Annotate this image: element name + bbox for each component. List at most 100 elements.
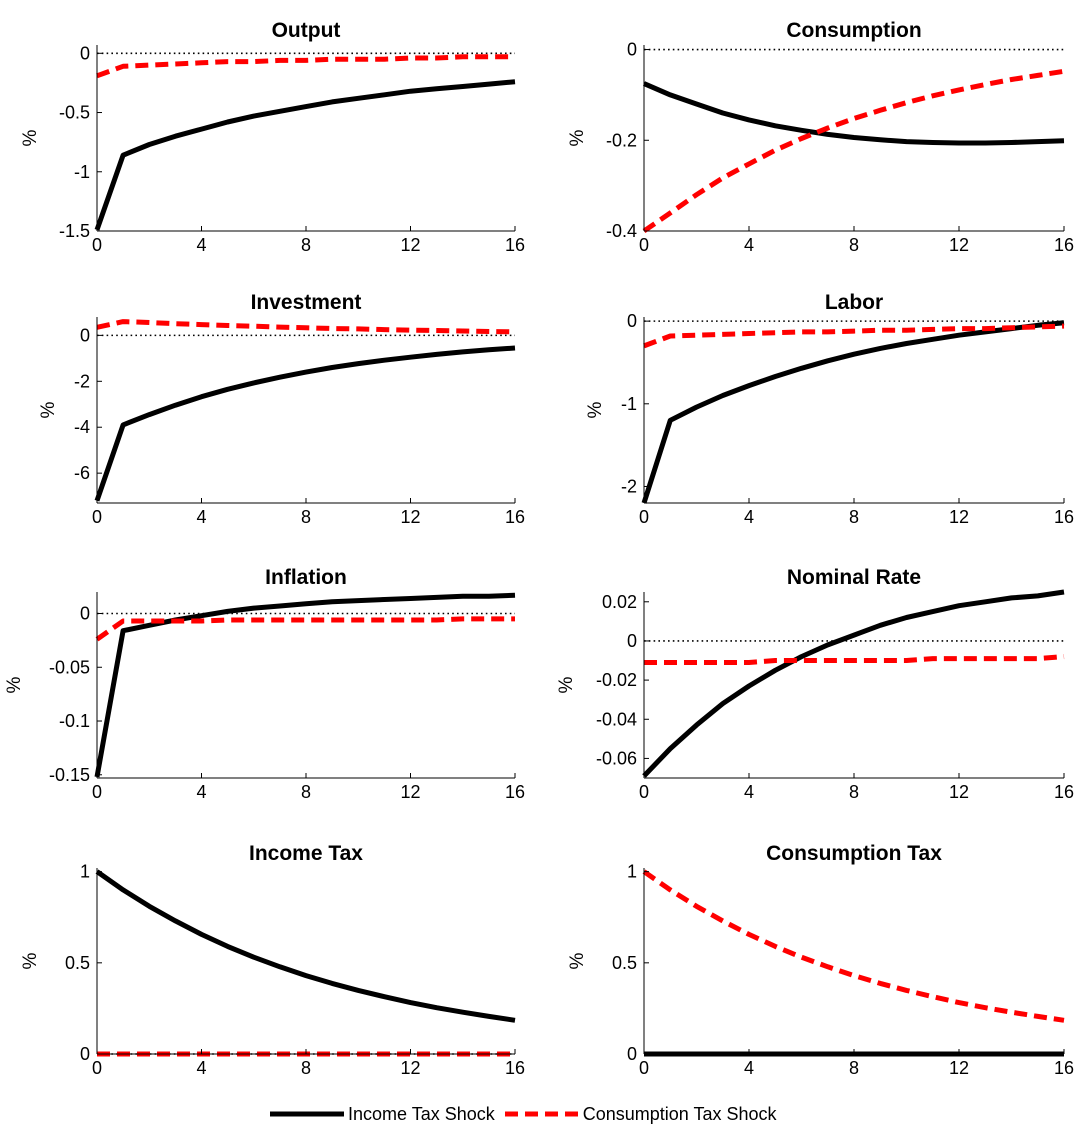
panel-title: Consumption (786, 19, 921, 42)
y-tick-label: -0.1 (59, 711, 90, 731)
x-tick-label: 4 (196, 782, 206, 802)
y-axis-label: % (567, 952, 588, 969)
series-line-income-tax-shock (641, 320, 1065, 504)
x-tick-label: 12 (949, 782, 969, 802)
x-tick-label: 0 (92, 1058, 102, 1078)
y-tick-label: -0.2 (606, 130, 637, 150)
x-tick-label: 4 (744, 235, 754, 255)
y-tick-label: 0 (627, 40, 637, 60)
x-tick-label: 4 (744, 507, 754, 527)
x-tick-label: 16 (505, 782, 525, 802)
y-axis-label: % (38, 401, 59, 418)
panel-4: Labor 0 4 8 12 16 -2 -1 0% (585, 291, 1074, 527)
series-line-income-tax-shock (95, 869, 516, 1023)
legend-swatch-consumption (504, 1111, 579, 1117)
y-axis-label: % (20, 129, 41, 146)
series-line-consumption-tax-shock (95, 616, 515, 642)
panel-8: Consumption Tax 0 4 8 12 16 0 0.5 1% (567, 842, 1074, 1078)
y-tick-label: 0.02 (602, 592, 637, 612)
x-tick-label: 4 (196, 507, 206, 527)
x-tick-label: 0 (639, 235, 649, 255)
series-line-consumption-tax-shock (642, 869, 1065, 1023)
panel-title: Nominal Rate (787, 566, 921, 589)
y-tick-label: -2 (621, 476, 637, 496)
panel-title: Labor (825, 291, 883, 314)
y-axis-label: % (567, 129, 588, 146)
x-tick-label: 8 (849, 235, 859, 255)
impulse-response-figure: Output 0 4 8 12 16 -1.5 -1 -0.5 0% Consumption 0 4 8 1… (4, 19, 1074, 1078)
y-tick-label: 0 (627, 1044, 637, 1064)
y-tick-label: -2 (74, 371, 90, 391)
panel-title: Inflation (265, 566, 347, 589)
y-axis-label: % (20, 952, 41, 969)
x-tick-label: 8 (301, 235, 311, 255)
y-tick-label: -1 (74, 162, 90, 182)
x-tick-label: 0 (92, 235, 102, 255)
series-line-consumption-tax-shock (644, 654, 1065, 665)
y-tick-label: 1 (80, 862, 90, 882)
x-tick-label: 12 (949, 1058, 969, 1078)
panel-title: Output (272, 19, 341, 42)
y-tick-label: 0.5 (612, 953, 637, 973)
y-tick-label: -0.4 (606, 221, 637, 241)
x-tick-label: 16 (1054, 782, 1074, 802)
y-tick-label: -4 (74, 417, 90, 437)
x-tick-label: 0 (639, 782, 649, 802)
y-tick-label: -0.04 (596, 709, 637, 729)
x-tick-label: 16 (505, 1058, 525, 1078)
series-line-income-tax-shock (643, 81, 1065, 146)
x-tick-label: 4 (744, 782, 754, 802)
x-tick-label: 0 (92, 782, 102, 802)
x-tick-label: 8 (849, 1058, 859, 1078)
x-tick-label: 12 (400, 1058, 420, 1078)
legend: Income Tax Shock Consumption Tax Shock (268, 1096, 785, 1132)
y-tick-label: -0.05 (49, 657, 90, 677)
x-tick-label: 16 (1054, 507, 1074, 527)
y-tick-label: -0.15 (49, 765, 90, 785)
x-tick-label: 0 (92, 507, 102, 527)
y-tick-label: -1 (621, 394, 637, 414)
y-tick-label: -1.5 (59, 221, 90, 241)
panel-6: Nominal Rate 0 4 8 12 16 -0.06 -0.04 -0.02 0 0.02% (556, 566, 1074, 802)
x-tick-label: 12 (400, 782, 420, 802)
x-tick-label: 4 (196, 235, 206, 255)
series-line-consumption-tax-shock (96, 54, 515, 79)
y-axis-label: % (556, 676, 577, 693)
series-line-income-tax-shock (94, 592, 516, 778)
y-tick-label: 0 (80, 1044, 90, 1064)
legend-label-income: Income Tax Shock (348, 1103, 495, 1124)
legend-label-consumption: Consumption Tax Shock (582, 1103, 777, 1124)
series-line-income-tax-shock (642, 589, 1065, 778)
x-tick-label: 8 (849, 507, 859, 527)
panel-title: Income Tax (249, 842, 363, 865)
x-tick-label: 12 (949, 507, 969, 527)
legend-item-income: Income Tax Shock (268, 1104, 495, 1125)
y-tick-label: -0.5 (59, 103, 90, 123)
panel-title: Investment (251, 291, 362, 314)
series-line-income-tax-shock (94, 79, 516, 231)
panel-5: Inflation 0 4 8 12 16 -0.15 -0.1 -0.05 0% (4, 566, 525, 802)
legend-item-consumption: Consumption Tax Shock (503, 1104, 777, 1125)
x-tick-label: 8 (301, 507, 311, 527)
x-tick-label: 16 (1054, 1058, 1074, 1078)
y-tick-label: -6 (74, 463, 90, 483)
x-tick-label: 12 (400, 507, 420, 527)
series-line-consumption-tax-shock (96, 319, 516, 335)
x-tick-label: 0 (639, 1058, 649, 1078)
series-line-consumption-tax-shock (642, 68, 1065, 234)
y-tick-label: -0.02 (596, 670, 637, 690)
y-tick-label: 0 (80, 325, 90, 345)
x-tick-label: 8 (849, 782, 859, 802)
x-tick-label: 12 (400, 235, 420, 255)
x-tick-label: 0 (639, 507, 649, 527)
y-tick-label: 0 (80, 604, 90, 624)
x-tick-label: 8 (301, 782, 311, 802)
panel-3: Investment 0 4 8 12 16 -6 -4 -2 0% (38, 291, 525, 527)
x-tick-label: 4 (196, 1058, 206, 1078)
y-tick-label: 0.5 (65, 953, 90, 973)
x-tick-label: 4 (744, 1058, 754, 1078)
y-axis-label: % (585, 401, 606, 418)
x-tick-label: 8 (301, 1058, 311, 1078)
y-tick-label: 0 (627, 311, 637, 331)
x-tick-label: 12 (949, 235, 969, 255)
